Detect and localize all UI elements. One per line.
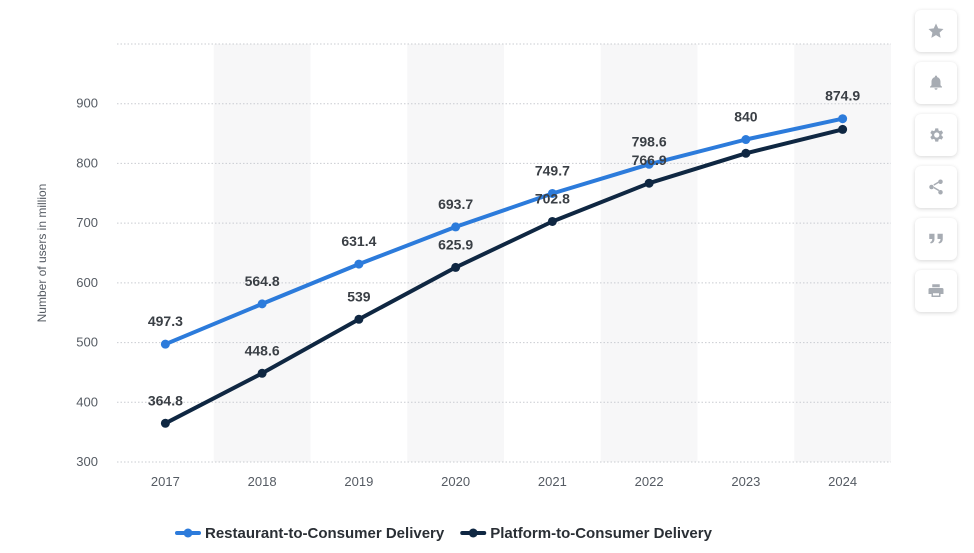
share-icon bbox=[929, 179, 943, 195]
data-point bbox=[354, 259, 364, 269]
y-tick-label: 500 bbox=[76, 335, 98, 350]
bell-icon bbox=[930, 75, 942, 90]
x-tick-label: 2021 bbox=[538, 474, 567, 489]
legend-swatch-marker bbox=[183, 528, 193, 538]
gridlines bbox=[117, 43, 891, 463]
data-label: 749.7 bbox=[535, 162, 570, 178]
data-point bbox=[838, 124, 848, 134]
data-point bbox=[547, 216, 557, 226]
print-icon bbox=[928, 284, 944, 297]
settings-button[interactable] bbox=[915, 114, 957, 156]
y-axis-ticks: 300 400 500 600 700 800 900 bbox=[76, 96, 98, 469]
data-point bbox=[257, 368, 267, 378]
data-label: 874.9 bbox=[825, 88, 860, 104]
data-labels: 497.3 564.8 631.4 693.7 749.7 798.6 840 874.9 36… bbox=[148, 88, 860, 409]
legend: Restaurant-to-Consumer Delivery Platform-… bbox=[175, 525, 713, 542]
data-point bbox=[451, 222, 461, 232]
side-toolbar bbox=[915, 10, 957, 322]
favorite-button[interactable] bbox=[915, 10, 957, 52]
data-point bbox=[451, 262, 461, 272]
data-point bbox=[838, 114, 848, 124]
data-label: 625.9 bbox=[438, 236, 473, 252]
y-tick-label: 800 bbox=[76, 155, 98, 170]
legend-item-2: Platform-to-Consumer Delivery bbox=[490, 525, 712, 542]
y-tick-label: 400 bbox=[76, 394, 98, 409]
series-line-2 bbox=[163, 127, 845, 426]
data-label: 564.8 bbox=[245, 273, 280, 289]
data-label: 693.7 bbox=[438, 196, 473, 212]
y-axis-label: Number of users in million bbox=[35, 184, 49, 323]
data-point bbox=[160, 418, 170, 428]
series-lines bbox=[163, 116, 845, 426]
data-label: 631.4 bbox=[341, 233, 376, 249]
data-label: 702.8 bbox=[535, 190, 570, 206]
star-icon bbox=[928, 23, 944, 38]
data-point bbox=[257, 299, 267, 309]
x-tick-label: 2023 bbox=[731, 474, 760, 489]
legend-swatch-marker bbox=[468, 528, 478, 538]
y-tick-label: 300 bbox=[76, 454, 98, 469]
data-label: 798.6 bbox=[632, 133, 667, 149]
data-label: 840 bbox=[734, 109, 758, 125]
cite-button[interactable] bbox=[915, 218, 957, 260]
x-axis-ticks: 2017 2018 2019 2020 2021 2022 2023 2024 bbox=[151, 474, 857, 489]
print-button[interactable] bbox=[915, 270, 957, 312]
data-point bbox=[354, 314, 364, 324]
data-label: 364.8 bbox=[148, 392, 183, 408]
y-tick-label: 900 bbox=[76, 96, 98, 111]
data-point bbox=[741, 148, 751, 158]
share-button[interactable] bbox=[915, 166, 957, 208]
data-label: 448.6 bbox=[245, 342, 280, 358]
data-label: 539 bbox=[347, 288, 371, 304]
column-band bbox=[794, 44, 891, 462]
x-tick-label: 2019 bbox=[344, 474, 373, 489]
data-point bbox=[644, 159, 654, 169]
x-tick-label: 2017 bbox=[151, 474, 180, 489]
column-band bbox=[600, 44, 698, 462]
notification-button[interactable] bbox=[915, 62, 957, 104]
data-point bbox=[160, 339, 170, 349]
x-tick-label: 2022 bbox=[635, 474, 664, 489]
data-label: 497.3 bbox=[148, 313, 183, 329]
x-tick-label: 2024 bbox=[828, 474, 857, 489]
gear-icon bbox=[930, 128, 944, 142]
data-point bbox=[644, 178, 654, 188]
x-tick-label: 2020 bbox=[441, 474, 470, 489]
y-tick-label: 700 bbox=[76, 215, 98, 230]
series-line-1 bbox=[163, 116, 845, 347]
data-label: 766.9 bbox=[632, 152, 667, 168]
legend-item-1: Restaurant-to-Consumer Delivery bbox=[205, 525, 445, 542]
column-bands bbox=[213, 44, 891, 462]
column-band bbox=[213, 44, 311, 462]
y-tick-label: 600 bbox=[76, 275, 98, 290]
quote-icon bbox=[929, 233, 943, 244]
data-point bbox=[741, 135, 751, 145]
x-tick-label: 2018 bbox=[248, 474, 277, 489]
series-points bbox=[160, 114, 848, 428]
data-point bbox=[547, 188, 557, 198]
